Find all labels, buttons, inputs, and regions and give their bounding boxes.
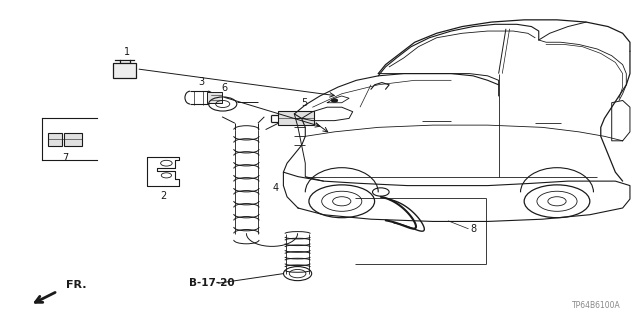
- Text: TP64B6100A: TP64B6100A: [572, 301, 621, 310]
- Text: 4: 4: [273, 183, 279, 193]
- Text: B-17-20: B-17-20: [189, 278, 234, 288]
- Text: 6: 6: [221, 83, 227, 93]
- Text: 1: 1: [124, 47, 130, 57]
- Bar: [113, 63, 136, 78]
- Bar: [48, 133, 62, 146]
- Bar: [278, 111, 314, 125]
- Text: 5: 5: [301, 98, 307, 108]
- Text: 2: 2: [160, 191, 166, 201]
- Bar: [207, 92, 222, 103]
- Text: 8: 8: [470, 224, 477, 234]
- Circle shape: [332, 99, 337, 102]
- Text: 7: 7: [62, 153, 68, 163]
- Bar: [64, 133, 82, 146]
- Text: 3: 3: [198, 77, 205, 87]
- Text: FR.: FR.: [66, 280, 86, 290]
